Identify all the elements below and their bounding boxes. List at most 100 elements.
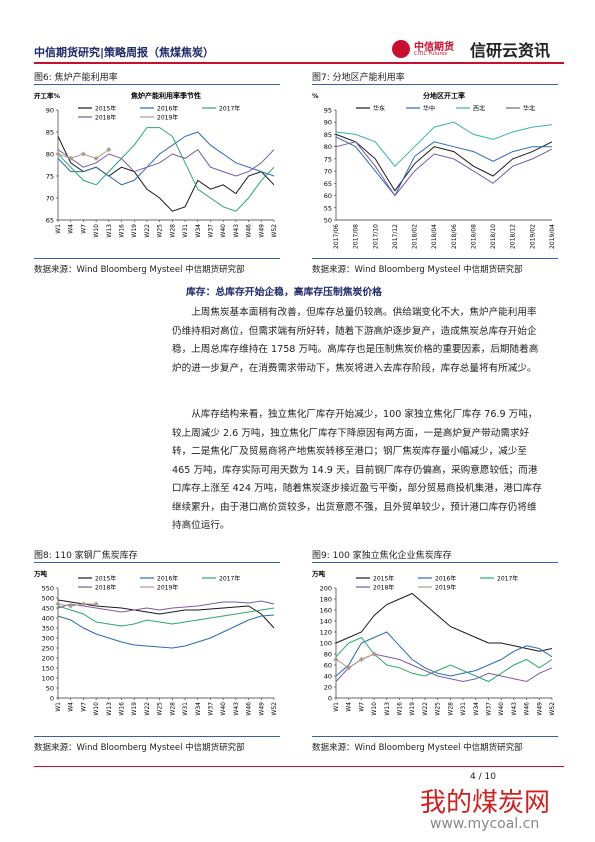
series-line [335, 592, 553, 652]
x-tick-label: W22 [422, 702, 429, 716]
series-line [57, 605, 275, 627]
series-line [57, 148, 275, 177]
series-line [335, 141, 553, 197]
paragraph: 从库存结构来看，独立焦化厂库存开始减少，100 家独立焦化厂库存 76.9 万吨… [172, 409, 542, 531]
y-tick-label: 65 [46, 217, 54, 225]
x-tick-label: W49 [536, 702, 543, 716]
x-tick-label: W43 [233, 224, 240, 238]
x-tick-label: W7 [80, 702, 87, 712]
legend-label: 2017年 [219, 575, 240, 583]
y-tick-label: 350 [42, 625, 54, 633]
x-tick-label: W4 [68, 224, 75, 234]
logo-en: CITIC Futures [414, 51, 448, 57]
x-tick-label: W1 [333, 702, 340, 712]
y-tick-label: 160 [320, 607, 332, 615]
series-line [57, 600, 275, 613]
page-number: 4 / 10 [470, 772, 496, 782]
series-marker [93, 155, 99, 161]
series-line [57, 614, 275, 649]
y-axis-label: 万吨 [33, 569, 48, 578]
series-line [57, 603, 97, 607]
x-tick-label: W46 [246, 224, 253, 238]
x-tick-label: W19 [409, 702, 416, 716]
y-tick-label: 65 [324, 180, 332, 188]
x-tick-label: W10 [93, 224, 100, 238]
x-tick-label: 2018/08 [470, 224, 477, 249]
y-tick-label: 95 [324, 107, 332, 115]
x-tick-label: W34 [473, 702, 480, 716]
series-marker [333, 657, 339, 662]
legend-label: 2017年 [219, 105, 240, 113]
y-axis-label: 开工率% [34, 91, 61, 100]
series-marker [106, 147, 112, 153]
x-tick-label: W25 [157, 224, 164, 238]
legend-label: 2018年 [95, 114, 116, 122]
y-tick-label: 400 [42, 615, 54, 623]
legend-label: 2018年 [95, 584, 116, 592]
y-tick-label: 90 [46, 107, 54, 115]
y-tick-label: 200 [320, 585, 332, 593]
x-tick-label: W28 [169, 702, 176, 716]
y-tick-label: 550 [42, 585, 54, 593]
y-tick-label: 180 [320, 596, 332, 604]
x-tick-label: W4 [68, 702, 75, 712]
footer-rule [34, 766, 564, 767]
x-tick-label: 2017/06 [333, 224, 340, 249]
y-tick-label: 250 [42, 645, 54, 653]
series-line [57, 599, 275, 629]
y-tick-label: 500 [42, 595, 54, 603]
x-tick-label: 2018/04 [431, 224, 438, 249]
legend-label: 2019年 [157, 584, 178, 592]
legend-label: 2016年 [435, 575, 456, 583]
y-tick-label: 450 [42, 605, 54, 613]
figure-caption: 图8: 110 家钢厂焦炭库存 [34, 551, 138, 561]
x-tick-label: W10 [93, 702, 100, 716]
x-tick-label: W13 [384, 702, 391, 716]
source: 数据来源：Wind Bloomberg Mysteel 中信期货研究部 [312, 265, 523, 275]
legend-label: 2015年 [373, 575, 394, 583]
x-tick-label: W25 [157, 702, 164, 716]
y-tick-label: 100 [42, 675, 54, 683]
x-tick-label: W49 [258, 224, 265, 238]
x-tick-label: W4 [346, 702, 353, 712]
x-tick-label: W19 [131, 702, 138, 716]
brand: 信研云资讯 [470, 41, 551, 60]
watermark: 我的煤炭网 [420, 788, 551, 818]
y-tick-label: 40 [324, 673, 332, 681]
x-tick-label: W19 [131, 224, 138, 238]
y-tick-label: 50 [46, 685, 54, 693]
series-marker [55, 151, 61, 157]
legend-label: 2016年 [157, 575, 178, 583]
chart: 万吨 0 50 100 150 200 250 300 350 400 450 500 550 W1 W4 W… [33, 569, 278, 716]
x-tick-label: W28 [169, 224, 176, 238]
rule [312, 258, 558, 259]
rule [34, 258, 280, 259]
source: 数据来源：Wind Bloomberg Mysteel 中信期货研究部 [312, 743, 523, 753]
x-tick-label: W34 [195, 224, 202, 238]
y-tick-label: 75 [46, 173, 54, 181]
rule [34, 562, 280, 563]
source: 数据来源：Wind Bloomberg Mysteel 中信期货研究部 [34, 743, 245, 753]
y-tick-label: 60 [324, 192, 332, 200]
legend-label: 2019年 [435, 584, 456, 592]
legend-label: 2015年 [95, 105, 116, 113]
rule [312, 562, 558, 563]
x-tick-label: 2018/12 [510, 224, 517, 249]
x-tick-label: 2018/10 [490, 224, 497, 249]
x-tick-label: W10 [371, 702, 378, 716]
series-marker [93, 601, 99, 607]
legend-label: 西北 [473, 105, 485, 113]
x-tick-label: W13 [106, 224, 113, 238]
x-tick-label: W31 [182, 224, 189, 238]
legend-label: 华北 [523, 105, 535, 113]
x-tick-label: W22 [144, 224, 151, 238]
y-tick-label: 70 [324, 168, 332, 176]
y-tick-label: 80 [324, 143, 332, 151]
x-tick-label: W31 [460, 702, 467, 716]
figure-caption: 图7: 分地区产能利用率 [312, 73, 405, 83]
x-tick-label: W46 [524, 702, 531, 716]
legend-label: 2018年 [373, 584, 394, 592]
x-tick-label: 2018/06 [451, 224, 458, 249]
y-tick-label: 60 [324, 662, 332, 670]
series-marker [68, 155, 74, 161]
